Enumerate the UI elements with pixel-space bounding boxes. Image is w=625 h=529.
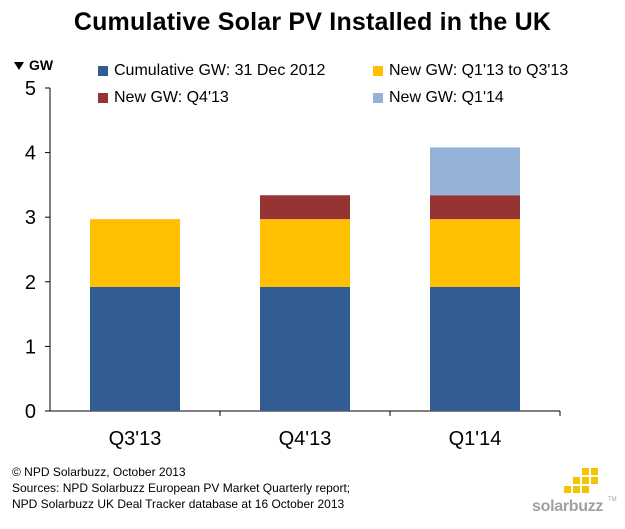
bar-segment [430,219,520,287]
legend-item: New GW: Q1'13 to Q3'13 [373,62,568,80]
solarbuzz-logo: solarbuzz TM [532,466,618,522]
bar-segment [90,286,180,411]
copyright-line: © NPD Solarbuzz, October 2013 [12,465,186,479]
y-tick-label: 1 [25,336,36,358]
logo-trademark: TM [608,497,617,503]
triangle-down-icon [14,62,24,70]
legend-label: Cumulative GW: 31 Dec 2012 [114,62,326,79]
y-tick-label: 4 [25,143,36,165]
legend-label: New GW: Q4'13 [114,89,229,106]
x-tick-label: Q1'14 [449,428,502,450]
legend-swatch [373,93,383,103]
legend-label: New GW: Q1'13 to Q3'13 [389,62,569,79]
y-tick-label: 0 [25,401,36,423]
y-tick-label: 5 [25,78,36,100]
bar-segment [430,286,520,411]
bar-segment [260,195,350,220]
legend-swatch [98,93,108,103]
x-tick-label: Q3'13 [109,428,162,450]
x-tick-label: Q4'13 [279,428,332,450]
bar-segment [260,286,350,411]
legend-item: New GW: Q4'13 [98,89,229,107]
chart-title: Cumulative Solar PV Installed in the UK [73,8,552,36]
source-footer: © NPD Solarbuzz, October 2013 Sources: N… [12,464,350,512]
bar-segment [430,147,520,196]
sources-line-2: NPD Solarbuzz UK Deal Tracker database a… [12,497,345,511]
y-tick-label: 3 [25,207,36,229]
bar-segment [260,219,350,287]
sources-line: Sources: NPD Solarbuzz European PV Marke… [12,481,351,495]
logo-squares-icon [564,468,598,493]
y-axis-label: GW [29,57,54,73]
legend-item: Cumulative GW: 31 Dec 2012 [98,62,325,80]
legend-swatch [98,66,108,76]
logo-wordmark: solarbuzz [532,498,604,515]
bar-segment [90,219,180,287]
y-tick-label: 2 [25,272,36,294]
bar-segment [430,195,520,220]
legend-label: New GW: Q1'14 [389,89,504,106]
chart: 0 1 2 3 4 5 GW Q3'13 Q4'13 Q1'14 [14,57,561,450]
legend-swatch [373,66,383,76]
legend-item: New GW: Q1'14 [373,89,504,107]
